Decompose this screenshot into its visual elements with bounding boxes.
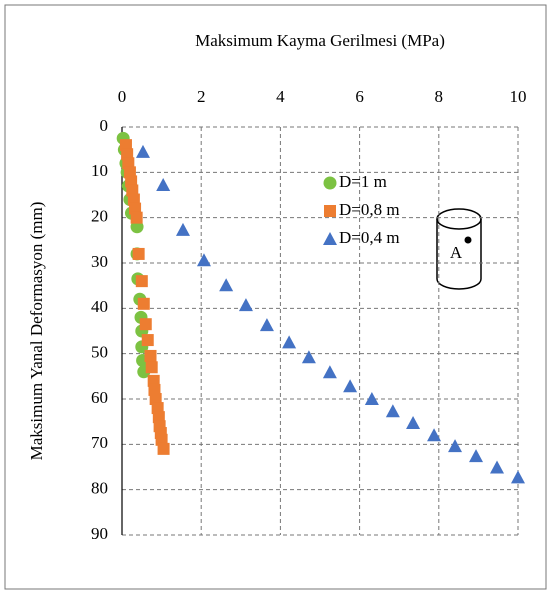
point	[121, 148, 134, 161]
point	[147, 374, 160, 387]
point	[364, 392, 379, 405]
point	[301, 350, 316, 364]
annotation: A	[450, 243, 463, 262]
point	[126, 184, 139, 197]
y-tick-label: 50	[91, 343, 108, 362]
point	[122, 157, 135, 170]
point	[135, 144, 150, 158]
legend-label: D=1 m	[339, 172, 387, 191]
y-tick-label: 20	[91, 207, 108, 226]
point	[343, 379, 358, 393]
chart-border	[4, 4, 547, 590]
cylinder	[436, 208, 482, 290]
y-tick-label: 80	[91, 479, 108, 498]
point	[282, 335, 297, 349]
point	[130, 211, 143, 224]
y-axis-title: Maksimum Yanal Deformasyon (mm)	[27, 202, 46, 461]
x-tick-label: 6	[355, 87, 364, 106]
y-tick-label: 90	[91, 524, 108, 543]
legend-marker	[323, 232, 337, 245]
point-marker	[464, 236, 472, 244]
point	[259, 318, 274, 332]
point	[155, 433, 168, 446]
point	[490, 460, 505, 474]
point	[145, 361, 158, 374]
point	[132, 247, 145, 260]
point	[156, 178, 171, 192]
point	[127, 193, 140, 206]
chart-title: Maksimum Kayma Gerilmesi (MPa)	[195, 31, 445, 50]
y-tick-label: 60	[91, 388, 108, 407]
point	[175, 222, 190, 236]
point	[141, 334, 154, 347]
point	[144, 349, 157, 362]
point	[152, 411, 165, 424]
point	[385, 404, 400, 418]
y-tick-label: 70	[91, 433, 108, 452]
point	[149, 393, 162, 405]
x-tick-label: 0	[118, 87, 127, 106]
point	[469, 449, 484, 463]
point	[135, 275, 148, 288]
point	[151, 402, 164, 415]
y-tick-label: 30	[91, 252, 108, 271]
point	[119, 139, 132, 152]
x-tick-label: 8	[435, 87, 444, 106]
y-tick-label: 10	[91, 161, 108, 180]
point	[511, 470, 525, 484]
x-tick-label: 4	[276, 87, 285, 106]
point	[196, 253, 211, 267]
point	[129, 202, 142, 215]
point	[148, 383, 161, 396]
legend-marker	[324, 205, 336, 217]
point	[123, 166, 136, 179]
point	[139, 318, 152, 331]
point	[219, 278, 234, 292]
y-tick-label: 40	[91, 297, 108, 316]
x-tick-label: 10	[510, 87, 527, 106]
point	[448, 439, 463, 453]
point	[427, 428, 442, 442]
y-tick-label: 0	[100, 116, 109, 135]
point	[406, 416, 421, 430]
point	[125, 175, 138, 188]
legend-label: D=0,8 m	[339, 200, 400, 219]
legend-marker	[323, 176, 337, 190]
legend-label: D=0,4 m	[339, 228, 400, 247]
point	[238, 298, 253, 312]
point	[157, 442, 170, 455]
point	[137, 297, 150, 310]
point	[322, 365, 337, 379]
x-tick-label: 2	[197, 87, 206, 106]
